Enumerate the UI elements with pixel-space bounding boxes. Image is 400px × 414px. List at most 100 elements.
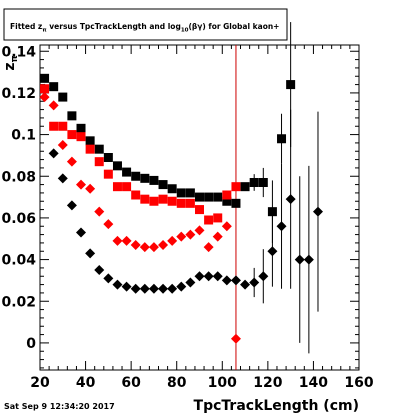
square-marker xyxy=(176,188,186,198)
square-marker xyxy=(122,182,132,192)
diamond-marker xyxy=(148,283,159,294)
diamond-marker xyxy=(212,271,223,282)
x-tick-label: 140 xyxy=(299,375,328,391)
square-marker xyxy=(94,157,104,167)
diamond-marker xyxy=(176,281,187,292)
diamond-marker xyxy=(139,283,150,294)
diamond-marker xyxy=(139,242,150,253)
square-marker xyxy=(58,92,68,102)
diamond-marker xyxy=(203,242,214,253)
diamond-marker xyxy=(285,194,296,205)
diamond-marker xyxy=(103,273,114,284)
diamond-marker xyxy=(158,283,169,294)
diamond-marker xyxy=(185,229,196,240)
diamond-marker xyxy=(103,219,114,230)
diamond-marker xyxy=(94,265,105,275)
diamond-marker xyxy=(57,173,68,184)
square-marker xyxy=(140,173,150,183)
square-marker xyxy=(76,132,86,142)
diamond-marker xyxy=(66,200,77,211)
square-marker xyxy=(249,178,259,187)
diamond-marker xyxy=(212,231,223,242)
x-tick-label: 100 xyxy=(208,375,237,391)
x-tick-label: 80 xyxy=(167,375,187,391)
square-marker xyxy=(140,194,150,204)
square-marker xyxy=(231,198,241,208)
diamond-marker xyxy=(48,100,59,111)
diamond-marker xyxy=(39,92,50,103)
square-marker xyxy=(267,207,277,217)
x-tick-label: 40 xyxy=(76,375,96,391)
square-marker xyxy=(103,169,113,179)
x-tick-label: 120 xyxy=(253,375,282,391)
square-marker xyxy=(103,153,113,162)
square-marker xyxy=(204,215,214,225)
square-marker xyxy=(204,192,214,202)
square-marker xyxy=(112,182,122,192)
square-marker xyxy=(277,134,287,144)
diamond-marker xyxy=(121,235,132,246)
square-marker xyxy=(222,190,232,200)
square-marker xyxy=(158,194,168,204)
diamond-marker xyxy=(48,148,59,159)
diamond-marker xyxy=(94,206,105,217)
diamond-marker xyxy=(221,275,232,286)
diamond-marker xyxy=(57,140,68,150)
diamond-marker xyxy=(112,235,123,246)
diamond-marker xyxy=(267,246,278,257)
y-tick-label: 0.1 xyxy=(11,128,36,144)
square-marker xyxy=(185,188,195,198)
diamond-marker xyxy=(130,240,141,250)
diamond-marker xyxy=(240,279,251,290)
square-marker xyxy=(176,198,186,208)
diamond-marker xyxy=(76,227,87,238)
square-marker xyxy=(231,182,241,192)
diamond-marker xyxy=(303,254,314,265)
y-axis-label: zπ xyxy=(2,55,20,70)
y-tick-label: 0.08 xyxy=(1,169,36,185)
y-tick-label: 0.02 xyxy=(1,294,36,310)
square-marker xyxy=(40,73,50,83)
diamond-marker xyxy=(194,225,205,236)
square-marker xyxy=(131,171,141,181)
square-marker xyxy=(185,198,195,208)
square-marker xyxy=(122,167,132,177)
square-marker xyxy=(213,192,223,202)
diamond-marker xyxy=(230,275,241,286)
diamond-marker xyxy=(221,221,232,232)
square-marker xyxy=(149,196,159,206)
diamond-marker xyxy=(258,271,269,282)
plot-frame xyxy=(39,44,360,371)
square-marker xyxy=(67,130,77,140)
square-marker xyxy=(58,121,68,131)
y-tick-label: 0.14 xyxy=(1,44,36,60)
diamond-marker xyxy=(121,281,132,292)
x-axis-label: TpcTrackLength (cm) xyxy=(194,398,359,414)
diamond-marker xyxy=(85,248,96,259)
square-marker xyxy=(76,123,86,133)
axis-ticks: 20 40 60 80 100 120 140 160 0 0.02 0.04 0.06 0.08 0.1… xyxy=(1,44,373,391)
diamond-marker xyxy=(276,221,287,232)
square-marker xyxy=(85,144,95,154)
square-marker xyxy=(167,184,177,194)
diamond-marker xyxy=(312,206,323,217)
diamond-marker xyxy=(167,283,178,294)
square-marker xyxy=(40,84,50,94)
square-marker xyxy=(213,213,223,223)
diamond-marker xyxy=(148,242,159,253)
square-marker xyxy=(94,144,104,154)
diamond-marker xyxy=(185,277,196,288)
diamond-marker xyxy=(66,156,77,167)
square-marker xyxy=(195,205,204,215)
square-marker xyxy=(240,182,250,192)
diamond-marker xyxy=(85,183,96,194)
square-marker xyxy=(49,82,59,92)
square-marker xyxy=(131,190,141,200)
data-markers xyxy=(39,73,323,344)
diamond-marker xyxy=(203,271,214,282)
square-marker xyxy=(167,196,177,206)
square-marker xyxy=(85,136,95,146)
diamond-marker xyxy=(194,271,205,282)
diamond-marker xyxy=(167,235,178,246)
